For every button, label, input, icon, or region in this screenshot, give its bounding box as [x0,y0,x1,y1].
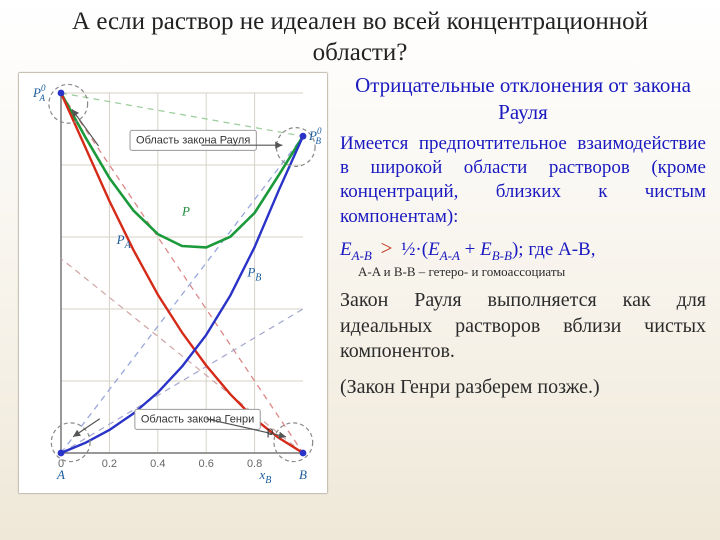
raoult-paragraph: Закон Рауля выполняется как для идеальны… [340,288,706,365]
svg-text:B: B [299,467,307,482]
chart-svg: 00.20.40.60.8Область закона РауляОбласть… [19,73,327,493]
text-column: Отрицательные отклонения от закона Рауля… [340,72,706,524]
energy-equation: EA-B > ½·(EA-A + EB-B); где A-B, [340,235,706,264]
eqn-lhs-E: E [340,239,352,260]
slide-title: А если раствор не идеален во всей концен… [0,6,720,69]
eqn-close: ); [512,239,524,260]
svg-text:A: A [56,467,65,482]
eqn-plus: + [460,239,480,260]
eqn-t1-E: E [428,239,440,260]
chart-column: 00.20.40.60.8Область закона РауляОбласть… [18,72,328,524]
body: 00.20.40.60.8Область закона РауляОбласть… [18,72,706,524]
svg-text:Область закона Рауля: Область закона Рауля [136,134,250,146]
deviation-chart: 00.20.40.60.8Область закона РауляОбласть… [18,72,328,494]
svg-text:0.6: 0.6 [199,458,214,470]
svg-text:P: P [181,203,190,218]
subtitle: Отрицательные отклонения от закона Рауля [340,72,706,126]
svg-text:Область закона Генри: Область закона Генри [141,413,254,425]
eqn-t1-sub: A-A [440,248,460,263]
associates-note: A-A и B-B – гетеро- и гомоассоциаты [358,264,706,280]
svg-text:P0B: P0B [308,126,322,146]
svg-text:0.2: 0.2 [102,458,117,470]
svg-text:p: p [267,424,274,438]
eqn-where: где A-B, [528,239,595,260]
svg-text:0.4: 0.4 [150,458,165,470]
eqn-half: ½· [401,239,422,260]
eqn-t2-E: E [480,239,492,260]
eqn-t2-sub: B-B [492,248,512,263]
eqn-lhs-sub: A-B [352,248,372,263]
intro-paragraph: Имеется предпочтительное взаимодействие … [340,132,706,229]
henry-paragraph: (Закон Генри разберем позже.) [340,375,706,401]
eqn-gt: > [377,236,397,260]
